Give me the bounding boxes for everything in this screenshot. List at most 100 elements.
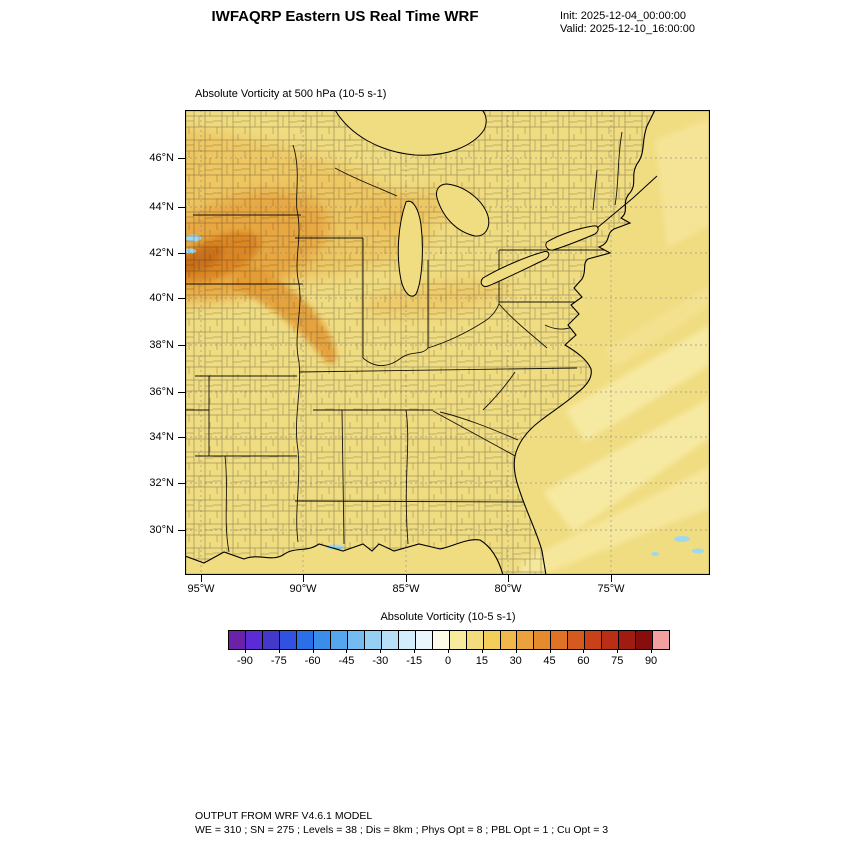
colorbar-segment — [363, 631, 381, 649]
lat-tick-mark — [178, 392, 185, 393]
map-border — [184, 109, 711, 576]
atlantic-streaks — [521, 118, 710, 575]
colorbar-tick-mark — [583, 649, 585, 653]
init-time-label: Init: 2025-12-04_00:00:00 — [560, 10, 686, 22]
lon-tick-mark — [508, 575, 509, 582]
colorbar-segment — [652, 631, 670, 649]
lat-tick-mark — [178, 483, 185, 484]
lat-tick-mark — [178, 253, 185, 254]
colorbar-tick-label: 45 — [543, 655, 556, 667]
map-canvas — [184, 109, 711, 576]
lat-tick-label: 30°N — [149, 524, 174, 536]
colorbar-tick-label: -30 — [372, 655, 389, 667]
colorbar-segment — [448, 631, 466, 649]
lon-tick-label: 80°W — [494, 583, 522, 595]
footer: OUTPUT FROM WRF V4.6.1 MODEL WE = 310 ; … — [195, 810, 608, 837]
lat-tick-label: 44°N — [149, 201, 174, 213]
colorbar-tick-labels: -90 -75 -60 -45 -30 -15 0 15 30 45 60 75 90 — [228, 649, 668, 675]
st-lawrence-river — [596, 175, 658, 229]
great-lakes — [334, 110, 599, 297]
colorbar-segment — [261, 631, 279, 649]
colorbar-segment — [295, 631, 313, 649]
colorbar-tick-mark — [481, 649, 483, 653]
colorbar-segment — [380, 631, 398, 649]
colorbar-segment — [465, 631, 483, 649]
colorbar-tick-label: 0 — [444, 655, 452, 667]
lat-tick-label: 34°N — [149, 431, 174, 443]
page-title: IWFAQRP Eastern US Real Time WRF — [211, 8, 479, 25]
lon-tick-label: 85°W — [392, 583, 420, 595]
colorbar-segment — [312, 631, 330, 649]
colorbar-tick-label: 15 — [475, 655, 488, 667]
footer-config-line: WE = 310 ; SN = 275 ; Levels = 38 ; Dis … — [195, 823, 609, 836]
colorbar-tick-label: -90 — [236, 655, 253, 667]
lat-tick-mark — [178, 530, 185, 531]
lat-tick-label: 46°N — [149, 152, 174, 164]
colorbar-tick-label: 30 — [509, 655, 522, 667]
colorbar-tick-mark — [244, 649, 246, 653]
lat-tick-mark — [178, 158, 185, 159]
colorbar-segment — [346, 631, 364, 649]
footer-model-line: OUTPUT FROM WRF V4.6.1 MODEL — [195, 810, 373, 822]
colorbar-segment — [482, 631, 500, 649]
colorbar-tick-mark — [651, 649, 653, 653]
colorbar — [228, 630, 670, 650]
lon-tick-mark — [303, 575, 304, 582]
colorbar-tick-label: -15 — [406, 655, 423, 667]
colorbar-tick-mark — [380, 649, 382, 653]
lon-tick-mark — [201, 575, 202, 582]
lon-tick-label: 95°W — [187, 583, 215, 595]
colorbar-title: Absolute Vorticity (10-5 s-1) — [380, 611, 516, 623]
colorbar-segment — [229, 631, 245, 649]
lon-tick-label: 75°W — [597, 583, 625, 595]
colorbar-tick-label: 90 — [644, 655, 658, 667]
colorbar-segment — [397, 631, 415, 649]
lon-tick-mark — [611, 575, 612, 582]
colorbar-segment — [601, 631, 619, 649]
colorbar-segment — [567, 631, 585, 649]
colorbar-segment — [499, 631, 517, 649]
colorbar-segment — [533, 631, 551, 649]
colorbar-segment — [329, 631, 347, 649]
lon-tick-mark — [406, 575, 407, 582]
colorbar-tick-label: 75 — [611, 655, 624, 667]
colorbar-tick-mark — [278, 649, 280, 653]
colorbar-tick-label: -45 — [338, 655, 355, 667]
colorbar-tick-mark — [414, 649, 416, 653]
colorbar-tick-label: -60 — [304, 655, 321, 667]
coastline — [185, 110, 656, 575]
colorbar-segment — [618, 631, 636, 649]
colorbar-segment — [278, 631, 296, 649]
lat-tick-label: 36°N — [149, 386, 174, 398]
colorbar-segment — [635, 631, 653, 649]
colorbar-segment — [244, 631, 262, 649]
valid-time-label: Valid: 2025-12-10_16:00:00 — [560, 23, 695, 35]
colorbar-tick-mark — [549, 649, 551, 653]
colorbar-tick-mark — [346, 649, 348, 653]
colorbar-tick-mark — [617, 649, 619, 653]
colorbar-segment — [414, 631, 432, 649]
lat-tick-label: 38°N — [149, 339, 174, 351]
colorbar-tick-mark — [515, 649, 517, 653]
colorbar-tick-label: 60 — [577, 655, 590, 667]
lat-tick-mark — [178, 207, 185, 208]
map-frame — [184, 109, 711, 576]
plot-title: Absolute Vorticity at 500 hPa (10-5 s-1) — [195, 88, 387, 100]
lon-tick-label: 90°W — [289, 583, 317, 595]
lat-tick-label: 42°N — [149, 247, 174, 259]
lat-tick-label: 40°N — [149, 292, 174, 304]
colorbar-segment — [584, 631, 602, 649]
lat-tick-label: 32°N — [149, 477, 174, 489]
run-info: Init: 2025-12-04_00:00:00 Valid: 2025-12… — [560, 10, 695, 36]
colorbar-tick-label: -75 — [270, 655, 287, 667]
colorbar-segment — [550, 631, 568, 649]
lat-tick-mark — [178, 437, 185, 438]
colorbar-tick-mark — [312, 649, 314, 653]
lat-tick-mark — [178, 298, 185, 299]
lat-tick-mark — [178, 345, 185, 346]
colorbar-segment — [431, 631, 449, 649]
state-boundaries — [185, 131, 623, 553]
colorbar-tick-mark — [448, 649, 449, 653]
colorbar-segment — [516, 631, 534, 649]
